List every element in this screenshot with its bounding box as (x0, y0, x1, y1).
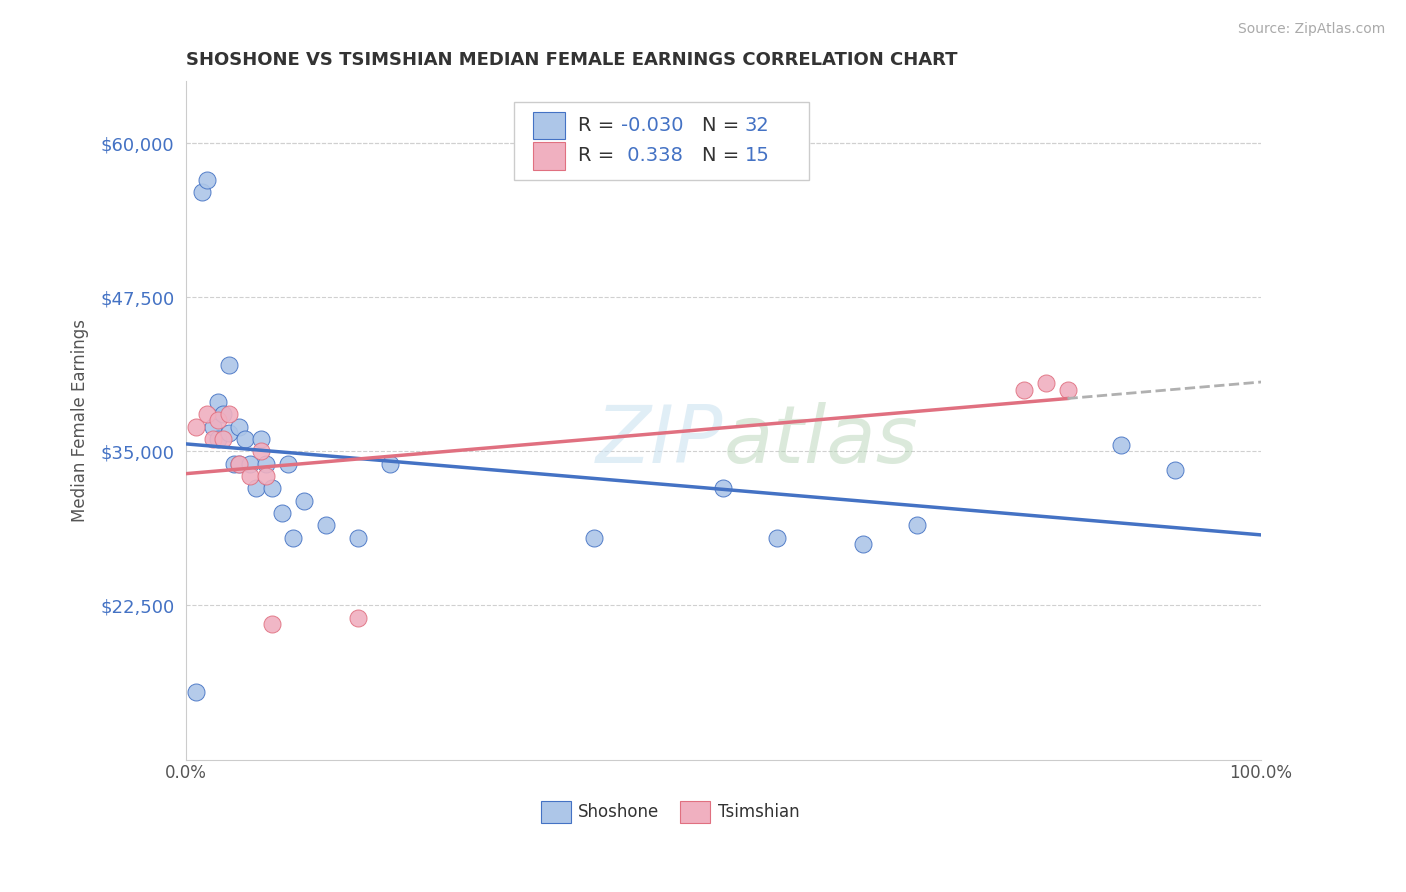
Point (250, 444, 273, 458)
Point (245, 481, 267, 495)
Point (852, 537, 875, 551)
Text: ZIP: ZIP (596, 401, 724, 480)
Point (212, 432, 235, 446)
FancyBboxPatch shape (540, 801, 571, 822)
Text: Source: ZipAtlas.com: Source: ZipAtlas.com (1237, 22, 1385, 37)
Point (218, 358, 240, 372)
Point (233, 432, 256, 446)
Text: N =: N = (702, 116, 745, 135)
Point (1109, 438, 1132, 452)
Point (191, 186, 214, 200)
Point (713, 481, 735, 495)
Text: -0.030: -0.030 (621, 116, 683, 135)
FancyBboxPatch shape (513, 102, 810, 179)
Point (378, 457, 401, 471)
Point (186, 685, 208, 699)
Text: N =: N = (702, 146, 745, 165)
Point (218, 407, 240, 421)
Point (218, 425, 240, 440)
Text: SHOSHONE VS TSIMSHIAN MEDIAN FEMALE EARNINGS CORRELATION CHART: SHOSHONE VS TSIMSHIAN MEDIAN FEMALE EARN… (186, 51, 957, 69)
Point (239, 469, 262, 483)
Point (212, 407, 235, 421)
Y-axis label: Median Female Earnings: Median Female Earnings (72, 319, 89, 522)
Point (239, 457, 262, 471)
Point (271, 506, 294, 520)
Point (346, 531, 368, 545)
Text: R =: R = (578, 146, 620, 165)
FancyBboxPatch shape (533, 143, 565, 169)
Point (207, 395, 229, 409)
Text: Shoshone: Shoshone (578, 803, 659, 821)
Point (583, 531, 606, 545)
Point (905, 518, 928, 533)
FancyBboxPatch shape (681, 801, 710, 822)
Point (346, 611, 368, 625)
FancyBboxPatch shape (533, 112, 565, 139)
Point (1164, 463, 1187, 477)
Text: 15: 15 (745, 146, 769, 165)
Point (207, 432, 229, 446)
Text: R =: R = (578, 116, 620, 135)
Point (1056, 383, 1078, 397)
Point (228, 457, 250, 471)
Point (224, 457, 246, 471)
Text: 0.338: 0.338 (621, 146, 683, 165)
Point (201, 419, 224, 434)
Point (195, 407, 218, 421)
Point (250, 432, 273, 446)
Point (228, 419, 250, 434)
Point (254, 469, 277, 483)
Point (186, 419, 208, 434)
Point (207, 413, 229, 427)
Point (201, 432, 224, 446)
Text: atlas: atlas (724, 401, 918, 480)
Point (283, 531, 305, 545)
Text: Tsimshian: Tsimshian (718, 803, 800, 821)
Point (254, 457, 277, 471)
Point (292, 493, 315, 508)
Point (195, 173, 218, 187)
Point (260, 481, 283, 495)
Point (1035, 376, 1057, 391)
Point (260, 616, 283, 631)
Point (228, 457, 250, 471)
Point (315, 518, 337, 533)
Point (1014, 383, 1036, 397)
Point (277, 457, 299, 471)
Text: 32: 32 (745, 116, 769, 135)
Point (766, 531, 789, 545)
